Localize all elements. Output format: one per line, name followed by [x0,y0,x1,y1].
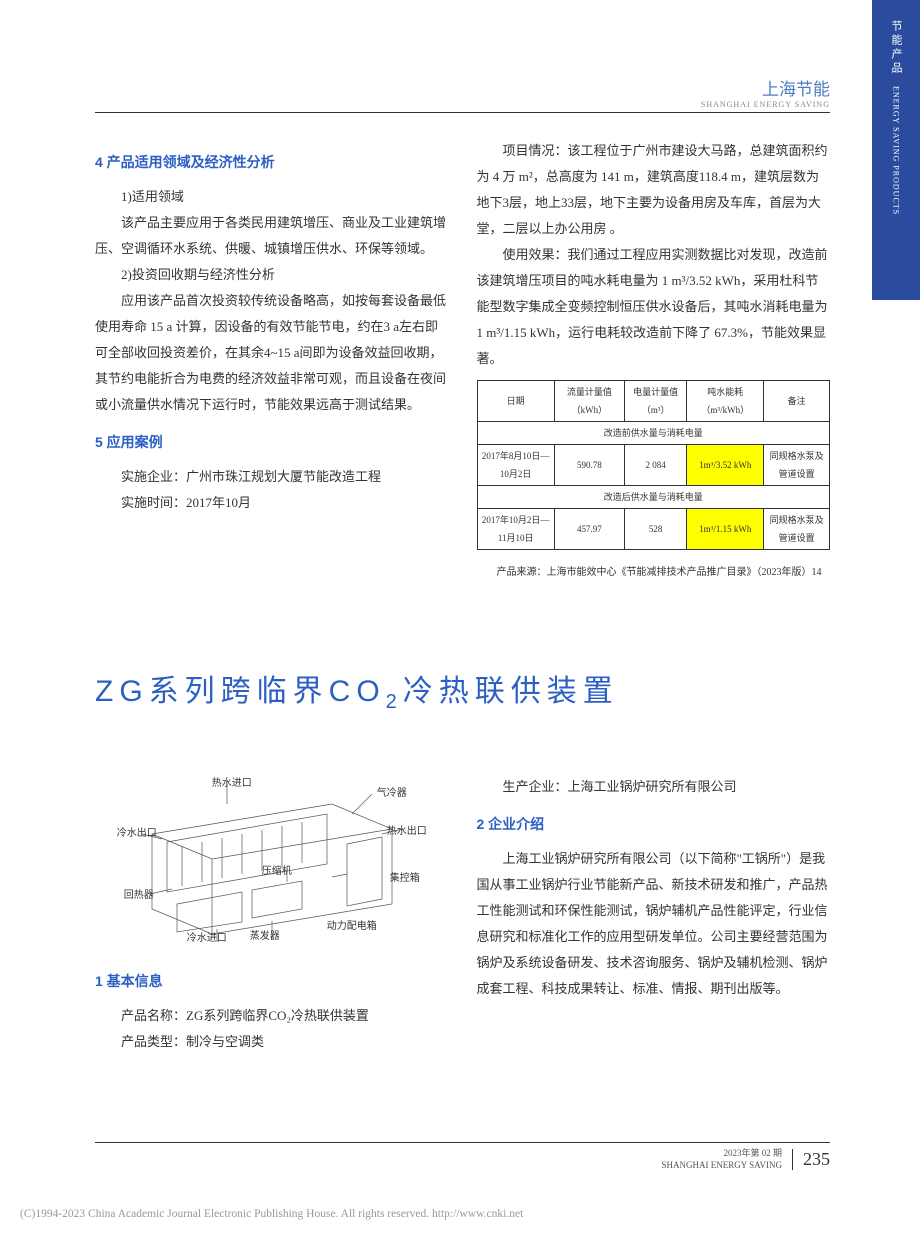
s4-p2: 应用该产品首次投资较传统设备略高，如按每套设备最低使用寿命 15 a 计算，因设… [95,288,449,418]
s5-p1: 实施企业：广州市珠江规划大厦节能改造工程 [95,464,449,490]
right-column-2: 生产企业：上海工业锅炉研究所有限公司 2 企业介绍 上海工业锅炉研究所有限公司（… [477,774,831,1055]
footer-issue: 2023年第 02 期 [661,1147,782,1160]
page-content: 上海节能 SHANGHAI ENERGY SAVING 4 产品适用领域及经济性… [95,75,830,1055]
sidebar-label-en: ENERGY SAVING PRODUCTS [892,86,901,215]
left-column: 4 产品适用领域及经济性分析 1)适用领域 该产品主要应用于各类民用建筑增压、商… [95,138,449,581]
s5-p2: 实施时间：2017年10月 [95,490,449,516]
th-cons: 吨水能耗（m³/kWh） [687,381,764,422]
footer-info: 2023年第 02 期 SHANGHAI ENERGY SAVING [661,1147,782,1172]
diagram-label: 气冷器 [377,784,407,804]
header-cn: 上海节能 [95,75,830,100]
s5-p3: 项目情况：该工程位于广州市建设大马路，总建筑面积约为 4 万 m²，总高度为 1… [477,138,831,242]
s5-p4: 使用效果：我们通过工程应用实测数据比对发现，改造前该建筑增压项目的吨水耗电量为 … [477,242,831,372]
table-span-after: 改造后供水量与消耗电量 [477,486,830,509]
equipment-diagram: 热水进口 冷水出口 气冷器 热水出口 回热器 集控箱 压缩机 蒸发器 冷水进口 … [132,774,412,949]
diagram-label: 压缩机 [262,862,292,882]
s4-sub2: 2)投资回收期与经济性分析 [95,262,449,288]
diagram-label: 热水出口 [387,822,427,842]
footer-journal: SHANGHAI ENERGY SAVING [661,1159,782,1172]
page-header: 上海节能 SHANGHAI ENERGY SAVING [95,75,830,113]
table-span-before: 改造前供水量与消耗电量 [477,422,830,445]
a2-s1-p3: 生产企业：上海工业锅炉研究所有限公司 [477,774,831,800]
diagram-label: 集控箱 [390,869,420,889]
page-footer: 2023年第 02 期 SHANGHAI ENERGY SAVING 235 [95,1142,830,1172]
article1-columns: 4 产品适用领域及经济性分析 1)适用领域 该产品主要应用于各类民用建筑增压、商… [95,138,830,581]
right-column: 项目情况：该工程位于广州市建设大马路，总建筑面积约为 4 万 m²，总高度为 1… [477,138,831,581]
th-flow: 流量计量值（kWh） [554,381,624,422]
diagram-label: 冷水出口 [117,824,157,844]
table-header-row: 日期 流量计量值（kWh） 电量计量值（m³） 吨水能耗（m³/kWh） 备注 [477,381,830,422]
diagram-label: 冷水进口 [187,929,227,949]
data-table: 日期 流量计量值（kWh） 电量计量值（m³） 吨水能耗（m³/kWh） 备注 … [477,380,831,550]
header-en: SHANGHAI ENERGY SAVING [95,100,830,109]
diagram-label: 蒸发器 [250,927,280,947]
th-note: 备注 [764,381,830,422]
diagram-label: 回热器 [124,886,154,906]
s4-p1: 该产品主要应用于各类民用建筑增压、商业及工业建筑增压、空调循环水系统、供暖、城镇… [95,210,449,262]
section-4-heading: 4 产品适用领域及经济性分析 [95,148,449,176]
diagram-label: 热水进口 [212,774,252,794]
section-5-heading: 5 应用案例 [95,428,449,456]
th-elec: 电量计量值（m³） [624,381,686,422]
sidebar-tab: 节能产品 ENERGY SAVING PRODUCTS [872,0,920,300]
source-note: 产品来源：上海市能效中心《节能减排技术产品推广目录》（2023年版）14 [477,564,831,581]
cnki-link[interactable]: http://www.cnki.net [432,1208,523,1220]
a2-s1-p2: 产品类型：制冷与空调类 [95,1029,449,1055]
a2-s2-p1: 上海工业锅炉研究所有限公司（以下简称"工锅所"）是我国从事工业锅炉行业节能新产品… [477,846,831,1002]
section-1-heading: 1 基本信息 [95,967,449,995]
article2-columns: 热水进口 冷水出口 气冷器 热水出口 回热器 集控箱 压缩机 蒸发器 冷水进口 … [95,774,830,1055]
section-2-heading: 2 企业介绍 [477,810,831,838]
left-column-2: 热水进口 冷水出口 气冷器 热水出口 回热器 集控箱 压缩机 蒸发器 冷水进口 … [95,774,449,1055]
sidebar-label-cn: 节能产品 [888,20,904,76]
th-date: 日期 [477,381,554,422]
table-row: 2017年10月2日—11月10日 457.97 528 1m³/1.15 kW… [477,509,830,550]
page-number: 235 [792,1149,830,1170]
diagram-label: 动力配电箱 [327,917,377,937]
s4-sub1: 1)适用领域 [95,184,449,210]
article2-title: ZG系列跨临界CO2冷热联供装置 [95,666,830,714]
copyright-notice: (C)1994-2023 China Academic Journal Elec… [20,1208,523,1220]
a2-s1-p1: 产品名称：ZG系列跨临界CO₂冷热联供装置 [95,1003,449,1029]
table-row: 2017年8月10日—10月2日 590.78 2 084 1m³/3.52 k… [477,445,830,486]
